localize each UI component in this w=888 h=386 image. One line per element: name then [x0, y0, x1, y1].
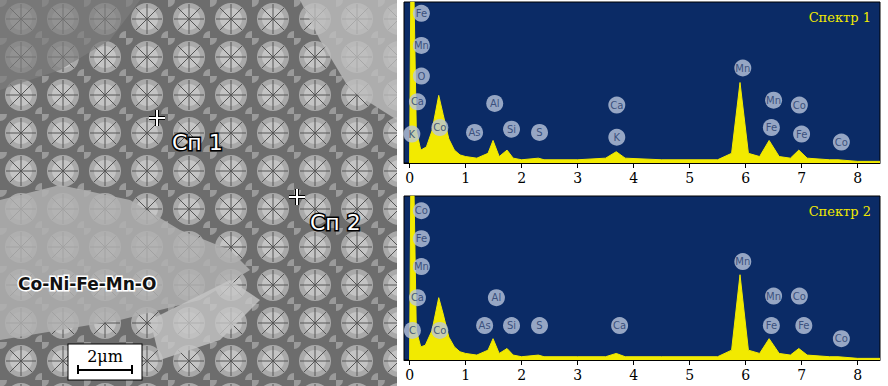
- svg-text:Co: Co: [835, 137, 848, 148]
- svg-text:As: As: [469, 127, 481, 138]
- svg-text:C: C: [409, 325, 416, 336]
- svg-text:1: 1: [461, 170, 470, 186]
- svg-text:4: 4: [629, 170, 638, 186]
- svg-text:Ca: Ca: [610, 100, 623, 111]
- svg-text:Co-Ni-Fe-Mn-O: Co-Ni-Fe-Mn-O: [18, 274, 156, 294]
- svg-text:S: S: [536, 320, 542, 331]
- svg-text:Mn: Mn: [414, 40, 429, 51]
- svg-text:Mn: Mn: [735, 256, 750, 267]
- svg-text:2μm: 2μm: [87, 347, 123, 366]
- svg-text:Fe: Fe: [796, 129, 807, 140]
- svg-text:6: 6: [741, 170, 750, 186]
- svg-text:Сп 1: Сп 1: [172, 130, 223, 155]
- svg-text:0: 0: [405, 367, 414, 383]
- svg-text:Co: Co: [433, 122, 446, 133]
- svg-text:S: S: [536, 127, 542, 138]
- svg-text:0: 0: [405, 170, 414, 186]
- svg-text:Fe: Fe: [416, 8, 427, 19]
- svg-text:8: 8: [853, 367, 862, 383]
- svg-text:6: 6: [741, 367, 750, 383]
- svg-text:Co: Co: [835, 333, 848, 344]
- svg-text:5: 5: [685, 170, 694, 186]
- svg-text:Ca: Ca: [613, 320, 626, 331]
- svg-text:Fe: Fe: [416, 233, 427, 244]
- svg-text:Al: Al: [490, 98, 500, 109]
- svg-text:2: 2: [517, 367, 526, 383]
- svg-text:O: O: [417, 71, 425, 82]
- svg-text:Co: Co: [433, 325, 446, 336]
- svg-text:Fe: Fe: [766, 122, 777, 133]
- svg-text:Спектр 2: Спектр 2: [809, 204, 871, 219]
- svg-text:Co: Co: [793, 100, 806, 111]
- svg-text:3: 3: [573, 367, 582, 383]
- svg-text:Mn: Mn: [414, 261, 429, 272]
- svg-text:Si: Si: [507, 320, 516, 331]
- svg-text:4: 4: [629, 367, 638, 383]
- svg-text:Mn: Mn: [735, 63, 750, 74]
- svg-text:As: As: [479, 320, 491, 331]
- svg-text:Ca: Ca: [411, 292, 424, 303]
- svg-text:8: 8: [853, 170, 862, 186]
- svg-text:Спектр 1: Спектр 1: [809, 10, 871, 25]
- svg-text:Al: Al: [492, 292, 502, 303]
- svg-text:7: 7: [797, 367, 806, 383]
- svg-text:Co: Co: [415, 205, 428, 216]
- svg-text:3: 3: [573, 170, 582, 186]
- svg-text:K: K: [409, 129, 416, 140]
- svg-text:5: 5: [685, 367, 694, 383]
- svg-text:Mn: Mn: [766, 291, 781, 302]
- svg-text:Co: Co: [793, 291, 806, 302]
- svg-text:1: 1: [461, 367, 470, 383]
- svg-text:Fe: Fe: [766, 320, 777, 331]
- svg-text:2: 2: [517, 170, 526, 186]
- svg-text:Si: Si: [507, 124, 516, 135]
- svg-text:Fe: Fe: [798, 320, 809, 331]
- svg-text:Mn: Mn: [766, 95, 781, 106]
- svg-text:Ca: Ca: [411, 96, 424, 107]
- svg-text:7: 7: [797, 170, 806, 186]
- svg-text:Сп 2: Сп 2: [310, 210, 361, 235]
- svg-text:K: K: [614, 132, 621, 143]
